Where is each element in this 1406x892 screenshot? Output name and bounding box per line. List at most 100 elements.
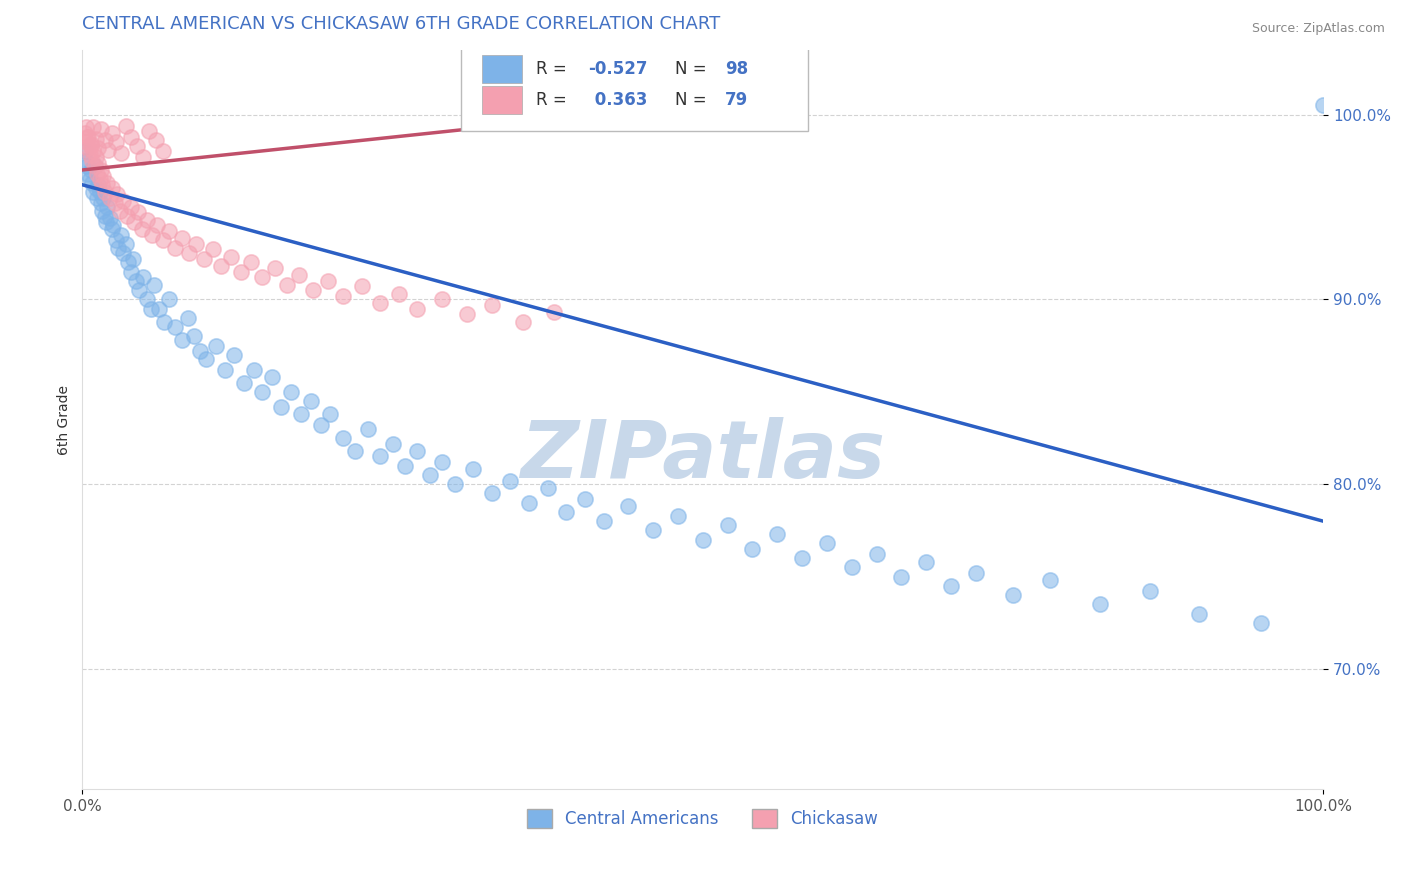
Text: R =: R = [537, 91, 572, 109]
Point [543, 305, 565, 319]
Point [262, 370, 284, 384]
Point [96, 176, 118, 190]
Point [219, 250, 242, 264]
Point [145, 133, 167, 147]
Point [131, 222, 153, 236]
Point [110, 146, 132, 161]
Point [463, 462, 485, 476]
Point [141, 227, 163, 242]
FancyBboxPatch shape [482, 86, 522, 114]
Point [177, 310, 200, 325]
Point [82, 176, 104, 190]
Point [107, 241, 129, 255]
Point [841, 560, 863, 574]
Point [101, 181, 124, 195]
Point [350, 279, 373, 293]
Point [1188, 607, 1211, 621]
Text: R =: R = [537, 60, 572, 78]
Point [125, 139, 148, 153]
Point [77, 129, 100, 144]
Point [94, 215, 117, 229]
Point [84, 131, 107, 145]
Point [419, 467, 441, 482]
Text: Source: ZipAtlas.com: Source: ZipAtlas.com [1251, 22, 1385, 36]
Point [165, 241, 187, 255]
Point [148, 301, 170, 316]
Point [103, 196, 125, 211]
Point [135, 213, 157, 227]
Point [574, 491, 596, 506]
Point [96, 200, 118, 214]
Point [93, 169, 115, 183]
Point [83, 159, 105, 173]
Point [815, 536, 838, 550]
Point [252, 270, 274, 285]
Point [86, 191, 108, 205]
Point [183, 329, 205, 343]
Point [110, 227, 132, 242]
Point [138, 124, 160, 138]
Point [145, 219, 167, 233]
Point [512, 314, 534, 328]
Point [177, 246, 200, 260]
Point [170, 333, 193, 347]
Point [537, 481, 560, 495]
Point [205, 338, 228, 352]
Point [1002, 588, 1025, 602]
Point [98, 191, 121, 205]
Point [368, 296, 391, 310]
Text: CENTRAL AMERICAN VS CHICKASAW 6TH GRADE CORRELATION CHART: CENTRAL AMERICAN VS CHICKASAW 6TH GRADE … [83, 15, 720, 33]
Point [299, 394, 322, 409]
Point [75, 153, 97, 168]
Point [104, 233, 127, 247]
Point [170, 231, 193, 245]
Point [112, 194, 135, 209]
Point [201, 243, 224, 257]
Point [915, 555, 938, 569]
Point [430, 293, 453, 307]
Point [381, 436, 404, 450]
Point [592, 514, 614, 528]
Point [139, 301, 162, 316]
Point [90, 196, 112, 211]
Point [77, 141, 100, 155]
Text: 79: 79 [725, 91, 748, 109]
Point [332, 288, 354, 302]
Point [242, 362, 264, 376]
Point [499, 474, 522, 488]
Point [252, 384, 274, 399]
Point [193, 252, 215, 266]
Text: 0.363: 0.363 [589, 91, 647, 109]
Point [93, 209, 115, 223]
Point [939, 579, 962, 593]
Point [270, 400, 292, 414]
Point [790, 551, 813, 566]
Point [135, 293, 157, 307]
FancyBboxPatch shape [482, 55, 522, 83]
Point [101, 126, 124, 140]
Point [76, 159, 98, 173]
Point [430, 455, 453, 469]
Point [319, 407, 342, 421]
Point [97, 143, 120, 157]
Point [75, 120, 97, 135]
Point [124, 274, 146, 288]
Point [114, 236, 136, 251]
Point [1088, 598, 1111, 612]
Point [406, 444, 429, 458]
Point [82, 153, 104, 168]
Point [87, 178, 110, 192]
Point [865, 548, 887, 562]
Point [120, 200, 142, 214]
Point [188, 344, 211, 359]
Point [716, 517, 738, 532]
Point [309, 418, 332, 433]
Point [79, 172, 101, 186]
Point [214, 362, 236, 376]
Point [93, 133, 115, 147]
Point [91, 178, 114, 192]
Point [73, 145, 96, 159]
Point [120, 129, 142, 144]
Point [965, 566, 987, 580]
Point [1250, 615, 1272, 630]
